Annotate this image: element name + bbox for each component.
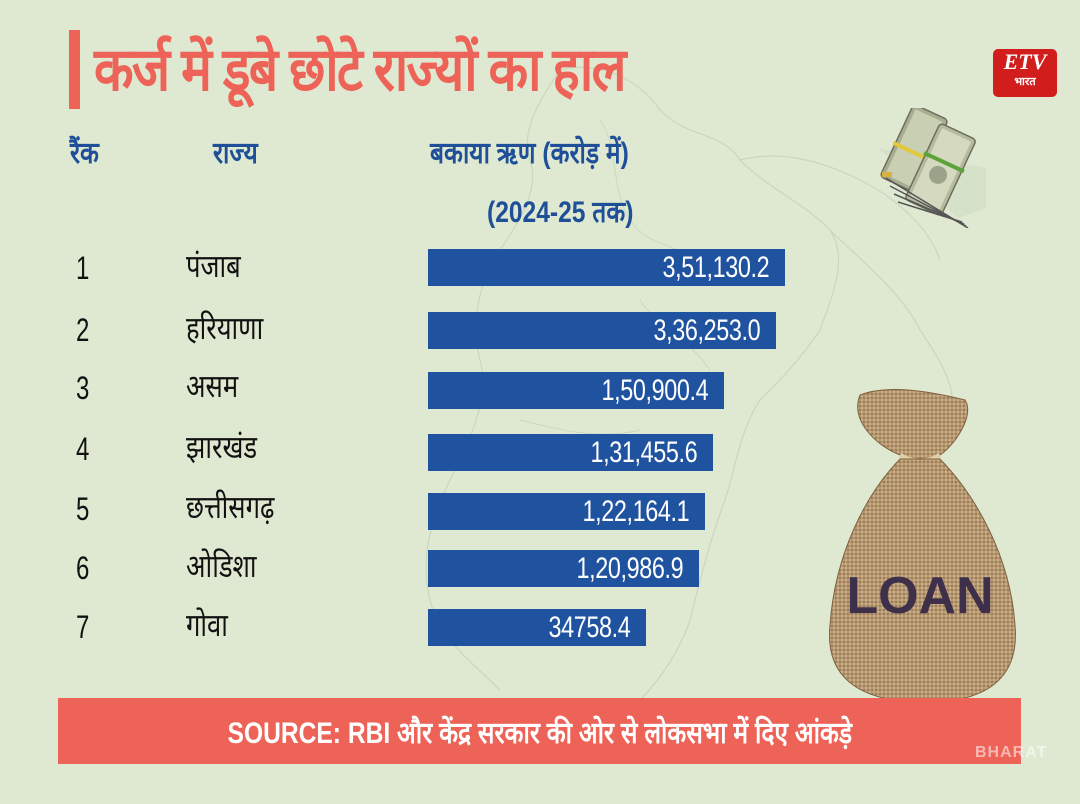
debt-value: 1,31,455.6	[590, 436, 698, 469]
bag-label: LOAN	[846, 567, 993, 625]
rank-value: 5	[76, 491, 90, 527]
column-header-rank: रैंक	[70, 137, 99, 170]
debt-value: 1,22,164.1	[582, 495, 690, 528]
page-title: कर्ज में डूबे छोटे राज्यों का हाल	[94, 36, 626, 103]
rank-value: 1	[76, 250, 90, 286]
debt-bar: 1,50,900.4	[428, 372, 724, 409]
rank-value: 3	[76, 370, 90, 406]
rank-value: 7	[76, 609, 90, 645]
debt-bar: 1,31,455.6	[428, 434, 713, 471]
source-text: SOURCE: RBI और केंद्र सरकार की ओर से लोक…	[227, 716, 852, 750]
debt-value: 3,51,130.2	[662, 251, 770, 284]
column-header-debt-period: (2024-25 तक)	[487, 196, 634, 229]
debt-value: 3,36,253.0	[653, 314, 761, 347]
column-header-state: राज्य	[213, 137, 258, 170]
title-accent-bar	[69, 30, 80, 109]
rank-value: 6	[76, 550, 90, 586]
state-name: झारखंड	[186, 429, 258, 465]
state-name: असम	[186, 368, 239, 404]
column-header-debt: बकाया ऋण (करोड़ में)	[430, 137, 629, 170]
debt-bar: 34758.4	[428, 609, 646, 646]
rank-value: 4	[76, 431, 90, 467]
state-name: गोवा	[186, 607, 228, 643]
rank-value: 2	[76, 312, 90, 348]
debt-bar: 3,36,253.0	[428, 312, 776, 349]
logo-text: ETV	[1003, 49, 1047, 74]
money-basket-icon	[878, 108, 986, 228]
source-banner: SOURCE: RBI और केंद्र सरकार की ओर से लोक…	[58, 698, 1021, 764]
state-name: हरियाणा	[186, 310, 264, 346]
debt-bar: 3,51,130.2	[428, 249, 785, 286]
debt-bar: 1,20,986.9	[428, 550, 699, 587]
logo-subtext: भारत	[1014, 76, 1036, 88]
state-name: छत्तीसगढ़	[186, 489, 275, 525]
debt-value: 1,50,900.4	[601, 374, 709, 407]
debt-bar: 1,22,164.1	[428, 493, 705, 530]
state-name: ओडिशा	[186, 548, 257, 584]
etv-bharat-logo: ETV भारत	[993, 49, 1057, 97]
loan-bag-icon: LOAN	[828, 389, 1016, 704]
debt-value: 1,20,986.9	[576, 552, 684, 585]
state-name: पंजाब	[186, 248, 241, 284]
debt-value: 34758.4	[548, 611, 631, 644]
watermark: BHARAT	[975, 744, 1048, 761]
